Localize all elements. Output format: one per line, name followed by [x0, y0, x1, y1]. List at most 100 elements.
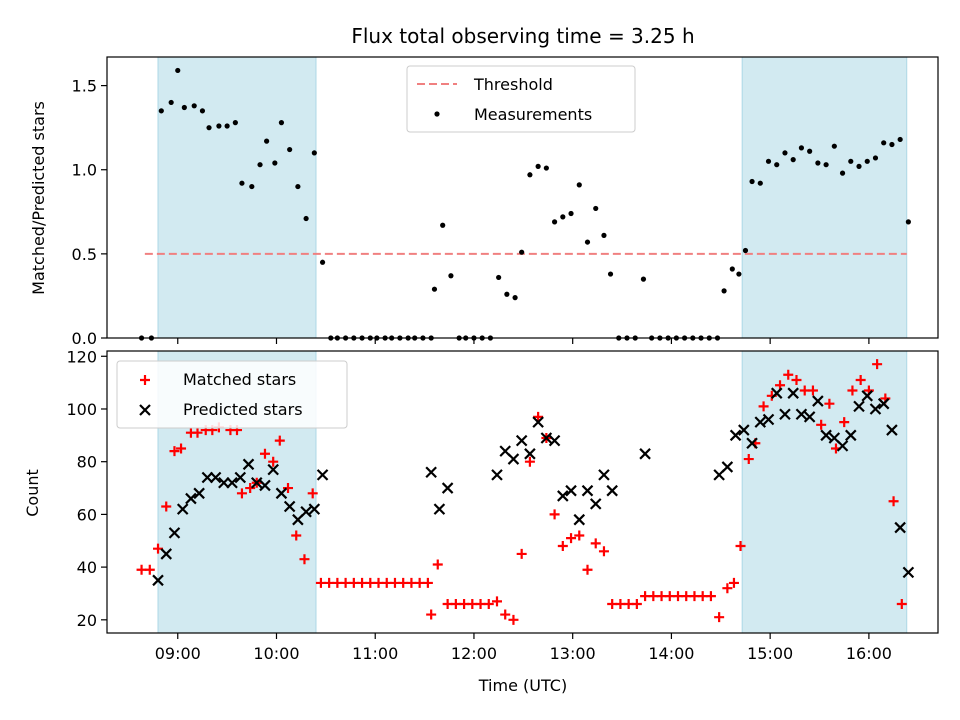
predicted-stars-point: [779, 408, 791, 421]
measurement-point: [224, 123, 230, 129]
matched-stars-point: [705, 591, 716, 602]
measurement-point: [872, 155, 879, 161]
predicted-stars-point: [820, 429, 832, 442]
measurement-point: [199, 108, 206, 114]
matched-stars-point: [426, 609, 437, 620]
measurement-point: [232, 120, 238, 126]
predicted-stars-point: [193, 487, 205, 500]
predicted-stars-point: [639, 448, 651, 460]
matched-stars-point: [500, 609, 511, 620]
legend-measurements-label: Measurements: [474, 105, 592, 124]
predicted-stars-point: [573, 513, 586, 526]
bottom-legend-box: [116, 360, 348, 429]
measurement-point: [790, 157, 796, 163]
measurement-point: [889, 141, 895, 148]
matched-stars-point: [631, 599, 642, 610]
predicted-stars-point: [803, 411, 816, 423]
predicted-stars-point: [242, 458, 255, 471]
predicted-stars-point: [729, 429, 742, 442]
measurement-point: [765, 158, 772, 164]
predicted-stars-point: [762, 413, 775, 426]
measurement-point: [864, 158, 870, 164]
x-tick-label: 11:00: [352, 644, 398, 663]
measurement-point: [584, 239, 591, 245]
matched-stars-point: [783, 369, 794, 380]
matched-stars-point: [161, 501, 172, 512]
predicted-stars-point: [770, 387, 783, 399]
predicted-stars-point: [226, 476, 238, 489]
matched-stars-point: [291, 530, 302, 541]
measurement-point: [431, 286, 438, 292]
matched-stars-point: [508, 614, 519, 625]
predicted-stars-point: [795, 408, 808, 421]
predicted-stars-point: [598, 469, 610, 481]
x-tick-label: 15:00: [747, 644, 793, 663]
legend-matched-label: Matched stars: [183, 370, 296, 389]
matched-stars-point: [274, 435, 285, 446]
predicted-stars-point: [540, 432, 553, 444]
measurement-point: [749, 178, 755, 185]
measurement-point: [319, 259, 326, 265]
bottom-y-tick-label: 120: [66, 347, 97, 366]
measurement-point: [504, 291, 510, 297]
predicted-stars-point: [250, 476, 263, 489]
measurement-point: [519, 249, 525, 255]
predicted-stars-point: [869, 403, 882, 415]
x-tick-label: 09:00: [155, 644, 201, 663]
matched-stars-point: [268, 456, 279, 467]
measurement-point: [823, 162, 829, 168]
top-y-tick-label: 1.0: [72, 161, 97, 180]
legend-matched-swatch: [140, 375, 150, 385]
predicted-stars-point: [894, 521, 906, 534]
measurement-point: [278, 120, 285, 126]
measurement-point: [303, 215, 309, 222]
matched-stars-point: [574, 530, 585, 541]
predicted-stars-point: [168, 527, 181, 539]
matched-stars-point: [307, 488, 318, 499]
predicted-stars-point: [201, 471, 214, 484]
top-shaded-span: [157, 56, 317, 339]
measurement-point: [543, 165, 549, 171]
measurement-point: [239, 180, 245, 186]
measurement-point: [440, 222, 446, 228]
measurement-point: [191, 103, 197, 109]
predicted-stars-point: [721, 461, 734, 473]
matched-stars-point: [153, 543, 164, 554]
measurement-point: [257, 162, 263, 168]
matched-stars-point: [283, 483, 294, 494]
matched-stars-point: [735, 541, 746, 552]
x-tick-label: 12:00: [451, 644, 497, 663]
measurement-point: [607, 271, 614, 277]
predicted-stars-point: [754, 416, 767, 428]
measurement-point: [535, 163, 541, 169]
measurement-point: [721, 288, 727, 294]
bottom-axes-frame: [106, 350, 939, 634]
matched-stars-point: [598, 546, 609, 557]
predicted-stars-point: [853, 400, 865, 413]
predicted-stars-point: [283, 500, 296, 513]
measurement-point: [742, 247, 749, 254]
measurement-point: [448, 273, 454, 279]
predicted-stars-point: [581, 484, 594, 497]
matched-stars-point: [491, 596, 502, 607]
top-y-tick-label: 1.5: [72, 77, 97, 96]
top-y-tick-label: 0.5: [72, 245, 97, 264]
top-axes-frame: [106, 56, 939, 339]
predicted-stars-point: [316, 469, 329, 481]
measurement-point: [249, 183, 255, 190]
measurement-point: [551, 219, 558, 225]
measurement-point: [640, 276, 647, 282]
matched-stars-point: [872, 359, 883, 370]
predicted-stars-point: [877, 397, 890, 410]
predicted-stars-point: [812, 395, 824, 407]
matched-stars-point: [245, 483, 256, 494]
predicted-stars-point: [861, 390, 874, 402]
matched-stars-point: [590, 538, 601, 549]
measurement-point: [175, 67, 181, 74]
measurement-point: [295, 183, 301, 190]
matched-stars-point: [728, 577, 739, 588]
matched-stars-point: [714, 612, 725, 623]
matched-stars-point: [524, 456, 535, 467]
matched-stars-point: [896, 599, 907, 610]
matched-stars-point: [722, 583, 733, 594]
